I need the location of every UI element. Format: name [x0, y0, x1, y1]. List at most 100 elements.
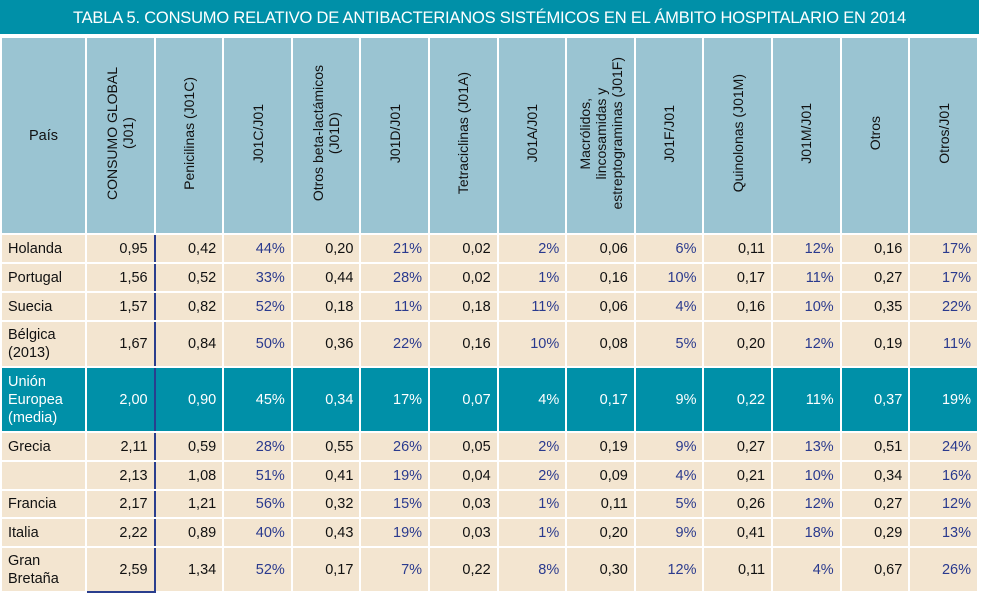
value-cell: 0,06 [565, 233, 636, 264]
value-cell: 2% [496, 460, 568, 491]
value-cell: 52% [222, 291, 293, 322]
value-cell: 12% [771, 320, 842, 368]
country-cell: Francia [0, 489, 87, 519]
value-cell: 0,18 [428, 291, 499, 322]
column-header-label: Macrólidos, lincosamidas y estreptogrami… [576, 57, 625, 210]
value-cell: 0,19 [839, 320, 911, 368]
column-header-label: J01C/J01 [249, 103, 266, 164]
value-cell: 0,11 [702, 233, 774, 264]
value-cell: 9% [633, 431, 705, 462]
value-cell: 21% [359, 233, 431, 264]
value-cell: 26% [359, 431, 431, 462]
value-cell: 19% [359, 460, 431, 491]
value-cell: 0,17 [565, 366, 636, 433]
value-cell: 0,42 [153, 233, 225, 264]
column-header-label: J01D/J01 [386, 103, 403, 164]
value-cell: 24% [908, 431, 979, 462]
global-consumption-cell: 2,22 [85, 517, 156, 548]
value-cell: 0,84 [153, 320, 225, 368]
country-cell: Unión Europea (media) [0, 366, 87, 433]
value-cell: 0,36 [290, 320, 362, 368]
value-cell: 12% [771, 233, 842, 264]
value-cell: 0,43 [290, 517, 362, 548]
value-cell: 7% [359, 546, 431, 593]
country-cell: Grecia [0, 431, 87, 462]
value-cell: 0,09 [565, 460, 636, 491]
value-cell: 1% [496, 262, 568, 293]
column-header-country: País [0, 36, 87, 235]
table-row: Grecia 2,11 0,59 28% 0,55 26% 0,05 2% 0,19 9% 0,27… [0, 431, 979, 462]
value-cell: 26% [908, 546, 979, 593]
value-cell: 17% [359, 366, 431, 433]
value-cell: 8% [496, 546, 568, 593]
column-header-label: Otros [867, 116, 883, 151]
table-row: Francia 2,17 1,21 56% 0,32 15% 0,03 1% 0,11 5% 0,2… [0, 489, 979, 519]
value-cell: 0,17 [702, 262, 774, 293]
global-consumption-cell: 1,56 [85, 262, 156, 293]
column-header: CONSUMO GLOBAL (J01) [85, 36, 156, 235]
column-header-label: Otros/J01 [935, 103, 952, 164]
value-cell: 0,11 [702, 546, 774, 593]
country-cell: Bélgica (2013) [0, 320, 87, 368]
table-row: Italia 2,22 0,89 40% 0,43 19% 0,03 1% 0,20 9% 0,41… [0, 517, 979, 548]
value-cell: 0,04 [428, 460, 499, 491]
value-cell: 0,27 [839, 262, 911, 293]
value-cell: 0,82 [153, 291, 225, 322]
value-cell: 2% [496, 233, 568, 264]
value-cell: 0,35 [839, 291, 911, 322]
country-cell: Suecia [0, 291, 87, 322]
column-header: J01A/J01 [496, 36, 568, 235]
column-header-label: J01M/J01 [798, 103, 815, 164]
value-cell: 51% [222, 460, 293, 491]
value-cell: 50% [222, 320, 293, 368]
value-cell: 0,17 [290, 546, 362, 593]
column-header-label: J01F/J01 [661, 104, 678, 163]
value-cell: 10% [496, 320, 568, 368]
value-cell: 0,37 [839, 366, 911, 433]
value-cell: 17% [908, 262, 979, 293]
value-cell: 18% [771, 517, 842, 548]
value-cell: 0,21 [702, 460, 774, 491]
value-cell: 0,16 [839, 233, 911, 264]
value-cell: 33% [222, 262, 293, 293]
value-cell: 0,16 [428, 320, 499, 368]
value-cell: 0,41 [702, 517, 774, 548]
value-cell: 5% [633, 320, 705, 368]
value-cell: 16% [908, 460, 979, 491]
column-header-label: Penicilinas (J01C) [180, 77, 197, 190]
column-header: Penicilinas (J01C) [153, 36, 225, 235]
table-row: Holanda 0,95 0,42 44% 0,20 21% 0,02 2% 0,06 6% 0,1… [0, 233, 979, 264]
value-cell: 1,34 [153, 546, 225, 593]
value-cell: 22% [359, 320, 431, 368]
value-cell: 0,26 [702, 489, 774, 519]
column-header: Otros [839, 36, 911, 235]
value-cell: 1,08 [153, 460, 225, 491]
value-cell: 4% [496, 366, 568, 433]
value-cell: 0,89 [153, 517, 225, 548]
value-cell: 11% [908, 320, 979, 368]
value-cell: 11% [359, 291, 431, 322]
value-cell: 40% [222, 517, 293, 548]
global-consumption-cell: 0,95 [85, 233, 156, 264]
column-header: J01C/J01 [222, 36, 293, 235]
global-consumption-cell: 1,57 [85, 291, 156, 322]
column-header: Otros beta-lactámicos (J01D) [290, 36, 362, 235]
column-header: Quinolonas (J01M) [702, 36, 774, 235]
value-cell: 11% [496, 291, 568, 322]
value-cell: 0,34 [290, 366, 362, 433]
value-cell: 0,22 [428, 546, 499, 593]
value-cell: 13% [771, 431, 842, 462]
value-cell: 10% [771, 460, 842, 491]
value-cell: 0,03 [428, 517, 499, 548]
value-cell: 0,29 [839, 517, 911, 548]
value-cell: 5% [633, 489, 705, 519]
value-cell: 0,02 [428, 233, 499, 264]
column-header: Otros/J01 [908, 36, 979, 235]
column-header: Tetraciclinas (J01A) [428, 36, 499, 235]
value-cell: 0,07 [428, 366, 499, 433]
value-cell: 4% [771, 546, 842, 593]
column-header-label: J01A/J01 [523, 104, 540, 163]
value-cell: 9% [633, 366, 705, 433]
column-header: Macrólidos, lincosamidas y estreptogrami… [565, 36, 636, 235]
value-cell: 0,34 [839, 460, 911, 491]
